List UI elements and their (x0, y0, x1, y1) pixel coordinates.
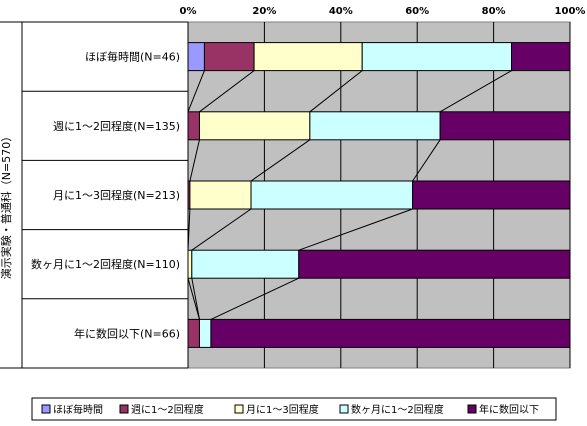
x-tick-label: 0% (180, 6, 197, 17)
legend-label: 年に数回以下 (479, 403, 539, 416)
bar-segment (298, 249, 571, 279)
bar-segment (187, 318, 200, 348)
series-connector (191, 208, 252, 251)
bar-segment (309, 111, 441, 141)
group-label: 演示実験・普通科（N=570） (0, 131, 13, 279)
series-connector (298, 208, 413, 251)
legend-swatch (467, 404, 477, 414)
category-labels: ほぼ毎時間(N=46) 週に1～2回程度(N=135) 月に1～3回程度(N=213… (31, 51, 180, 341)
series-connector (412, 139, 441, 182)
legend-swatch (234, 404, 244, 414)
series-connector (189, 139, 200, 182)
series-connector-lines (187, 70, 512, 320)
bar-segment (187, 111, 200, 141)
series-connector (191, 278, 200, 320)
bar-segment (191, 249, 300, 279)
bar-segment (253, 42, 363, 72)
bar-segment (203, 42, 255, 72)
series-connector (187, 278, 200, 320)
legend-box (31, 397, 557, 421)
category-label: ほぼ毎時間(N=46) (85, 51, 180, 64)
legend: ほぼ毎時間 週に1～2回程度 月に1～3回程度 数ヶ月に1～2回程度 年に数回以下 (31, 397, 557, 421)
bar-segment (412, 180, 571, 210)
bars (187, 42, 571, 348)
series-connector (187, 70, 205, 112)
bar-segment (198, 111, 311, 141)
category-label: 月に1～3回程度(N=213) (53, 188, 180, 202)
series-connector (439, 70, 512, 113)
bar-segment (361, 42, 513, 72)
series-connector (210, 277, 299, 320)
series-connector (309, 70, 363, 113)
bar-segment (187, 249, 193, 279)
series-connector (187, 208, 191, 251)
category-label: 年に数回以下(N=66) (74, 326, 180, 340)
x-tick-label: 40% (329, 6, 353, 17)
legend-label: 週に1～2回程度 (131, 403, 204, 416)
x-tick-label: 100% (555, 6, 586, 17)
category-label: 週に1～2回程度(N=135) (53, 119, 180, 133)
series-connector (250, 139, 311, 182)
x-tick-label: 20% (252, 6, 276, 17)
bar-segment (189, 180, 252, 210)
legend-label: 数ヶ月に1～2回程度 (351, 403, 444, 416)
bar-segment (187, 42, 205, 72)
bar-segment (210, 318, 571, 348)
series-connector (199, 70, 255, 113)
legend-swatch (41, 404, 51, 414)
legend-label: ほぼ毎時間 (53, 403, 103, 416)
bar-segment (439, 111, 571, 141)
bar-segment (250, 180, 414, 210)
legend-label: 月に1～3回程度 (246, 403, 319, 416)
x-axis-tick-labels: 0% 20% 40% 60% 80% 100% (180, 6, 586, 17)
legend-swatch (339, 404, 349, 414)
bar-segment (511, 42, 571, 72)
category-label: 数ヶ月に1～2回程度(N=110) (31, 257, 180, 271)
bar-segment (198, 318, 212, 348)
x-tick-label: 80% (482, 6, 506, 17)
x-tick-label: 60% (405, 6, 429, 17)
legend-swatch (119, 404, 129, 414)
